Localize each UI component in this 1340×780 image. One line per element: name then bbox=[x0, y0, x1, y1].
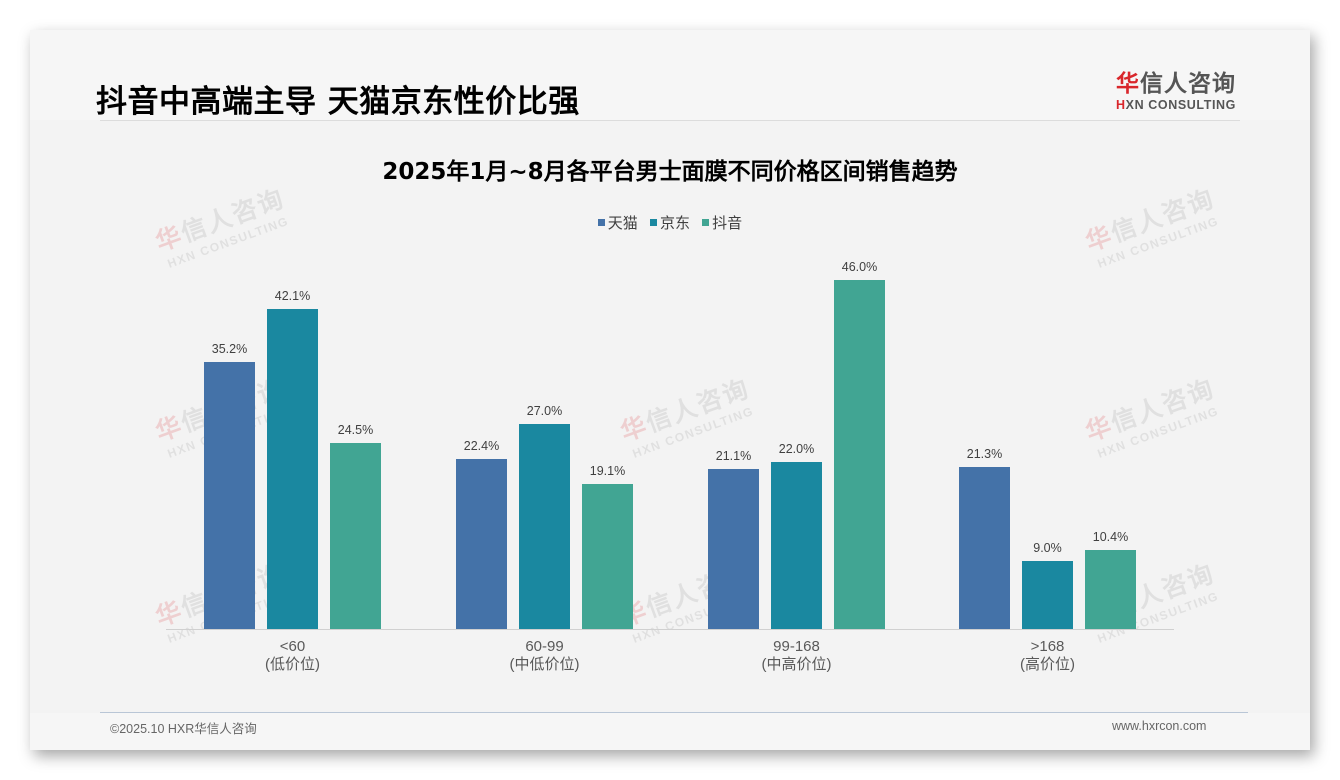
data-label: 10.4% bbox=[1092, 530, 1129, 545]
x-axis-category-label: >168 (高价位) bbox=[968, 638, 1128, 674]
x-axis-line bbox=[166, 629, 1174, 630]
price-range: 60-99 bbox=[525, 638, 564, 655]
bar-tmall bbox=[456, 458, 507, 629]
data-label: 21.3% bbox=[966, 447, 1003, 462]
x-axis-category-label: <60 (低价位) bbox=[213, 638, 373, 674]
x-axis-category-label: 99-168 (中高价位) bbox=[717, 638, 877, 674]
data-label: 46.0% bbox=[841, 259, 878, 274]
footer-copyright: ©2025.10 HXR华信人咨询 bbox=[110, 722, 257, 736]
legend-swatch-icon bbox=[649, 219, 657, 226]
x-axis-category-label: 60-99 (中低价位) bbox=[465, 638, 625, 674]
data-label: 22.0% bbox=[778, 442, 815, 457]
legend-item-douyin: 抖音 bbox=[702, 212, 742, 233]
logo-english: HXN CONSULTING bbox=[1116, 98, 1236, 112]
data-label: 27.0% bbox=[526, 404, 563, 419]
bar-douyin bbox=[1085, 550, 1136, 629]
price-tier: (低价位) bbox=[265, 656, 320, 673]
header-band bbox=[30, 30, 1310, 120]
data-label: 19.1% bbox=[589, 464, 626, 479]
page-title: 抖音中高端主导 天猫京东性价比强 bbox=[96, 84, 580, 120]
header-divider bbox=[100, 120, 1240, 121]
price-range: >168 bbox=[1030, 638, 1065, 655]
legend-swatch-icon bbox=[702, 219, 710, 226]
footer-divider bbox=[100, 712, 1248, 713]
bar-tmall bbox=[204, 361, 255, 629]
bar-douyin bbox=[330, 443, 381, 629]
legend-item-tmall: 天猫 bbox=[597, 212, 638, 233]
price-range: 99-168 bbox=[773, 638, 820, 655]
brand-logo: 华信人咨询 HXN CONSULTING bbox=[1110, 64, 1242, 112]
bar-jd bbox=[1022, 560, 1073, 629]
footer-website: www.hxrcon.com bbox=[1112, 719, 1207, 733]
bar-tmall bbox=[959, 467, 1010, 629]
data-label: 35.2% bbox=[211, 341, 248, 356]
price-tier: (中高价位) bbox=[761, 656, 832, 673]
data-label: 21.1% bbox=[715, 448, 752, 463]
bar-douyin bbox=[834, 279, 885, 629]
footer-band bbox=[30, 713, 1310, 750]
slide: 华信人咨询 HXN CONSULTING 华信人咨询 HXN CONSULTIN… bbox=[30, 30, 1310, 750]
data-label: 9.0% bbox=[1033, 540, 1062, 555]
chart-legend: 天猫 京东 抖音 bbox=[30, 212, 1310, 233]
price-tier: (中低价位) bbox=[509, 656, 580, 673]
logo-chinese: 华信人咨询 bbox=[1116, 71, 1236, 97]
price-range: <60 bbox=[279, 638, 306, 655]
data-label: 22.4% bbox=[463, 438, 500, 453]
data-label: 42.1% bbox=[274, 289, 311, 304]
watermark: 华信人咨询 HXN CONSULTING bbox=[1081, 373, 1221, 461]
legend-swatch-icon bbox=[597, 219, 605, 226]
bar-jd bbox=[771, 462, 822, 629]
chart-title: 2025年1月~8月各平台男士面膜不同价格区间销售趋势 bbox=[382, 159, 958, 185]
bar-jd bbox=[267, 309, 318, 629]
legend-item-jd: 京东 bbox=[649, 212, 690, 233]
data-label: 24.5% bbox=[337, 423, 374, 438]
bar-tmall bbox=[708, 468, 759, 629]
bar-jd bbox=[519, 424, 570, 629]
bar-douyin bbox=[582, 484, 633, 629]
price-tier: (高价位) bbox=[1020, 656, 1075, 673]
